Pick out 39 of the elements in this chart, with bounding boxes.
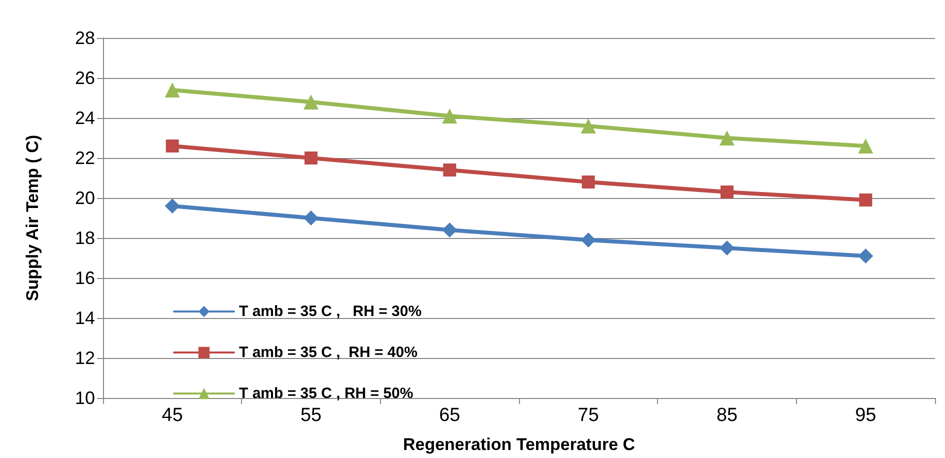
y-tick-label: 28 xyxy=(74,28,95,48)
y-tick-label: 20 xyxy=(74,188,95,208)
point xyxy=(720,186,734,198)
x-tick-label: 95 xyxy=(855,405,876,426)
point xyxy=(166,140,179,152)
point xyxy=(304,152,318,164)
point xyxy=(304,210,318,226)
y-tick-label: 24 xyxy=(74,108,95,128)
point xyxy=(580,118,596,134)
point xyxy=(582,176,595,188)
legend-label: T amb = 35 C , RH = 40% xyxy=(239,344,418,361)
point xyxy=(858,248,874,264)
point xyxy=(164,198,180,214)
y-tick-label: 12 xyxy=(74,348,95,368)
legend-label: T amb = 35 C , RH = 30% xyxy=(239,303,422,320)
legend-label: T amb = 35 C , RH = 50% xyxy=(239,385,414,402)
x-tick-label: 45 xyxy=(162,405,183,426)
point xyxy=(580,232,596,248)
x-tick-label: 85 xyxy=(716,405,738,426)
y-axis-title: Supply Air Temp ( C) xyxy=(23,134,42,302)
x-axis-title: Regeneration Temperature C xyxy=(402,435,636,454)
point xyxy=(858,138,874,154)
point xyxy=(859,194,872,206)
y-tick-label: 18 xyxy=(74,228,95,248)
point xyxy=(720,240,734,256)
point xyxy=(442,108,458,124)
x-tick-label: 55 xyxy=(300,405,322,426)
point xyxy=(720,130,734,146)
point xyxy=(304,94,318,110)
point xyxy=(442,222,458,238)
y-tick-label: 22 xyxy=(74,148,95,168)
y-tick-label: 16 xyxy=(74,268,95,288)
y-tick-label: 26 xyxy=(74,68,95,88)
point xyxy=(443,164,456,176)
x-tick-label: 75 xyxy=(578,405,599,426)
y-tick-label: 10 xyxy=(74,388,95,408)
x-tick-label: 65 xyxy=(439,405,460,426)
y-tick-label: 14 xyxy=(74,308,95,328)
point xyxy=(164,82,180,98)
